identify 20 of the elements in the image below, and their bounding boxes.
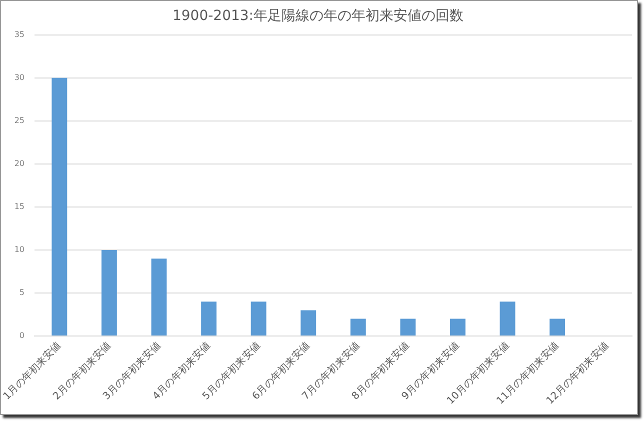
y-tick-label: 25 <box>14 116 25 125</box>
y-tick-label: 15 <box>14 202 25 212</box>
bar <box>400 318 416 336</box>
bar <box>500 302 516 336</box>
y-tick-label: 30 <box>14 72 25 82</box>
y-tick-label: 20 <box>14 158 25 168</box>
bar <box>201 302 217 336</box>
bar <box>350 318 366 336</box>
bar <box>300 310 316 336</box>
bar <box>450 318 466 336</box>
bar <box>151 258 167 336</box>
bar <box>550 318 566 336</box>
bar <box>101 250 117 336</box>
y-tick-label: 35 <box>14 30 25 39</box>
bar <box>250 302 266 336</box>
chart-title: 1900-2013:年足陽線の年の年初来安値の回数 <box>172 8 464 24</box>
y-tick-label: 10 <box>14 245 25 254</box>
y-tick-label: 5 <box>19 288 25 298</box>
y-tick-label: 0 <box>19 331 25 340</box>
bar <box>52 78 68 336</box>
